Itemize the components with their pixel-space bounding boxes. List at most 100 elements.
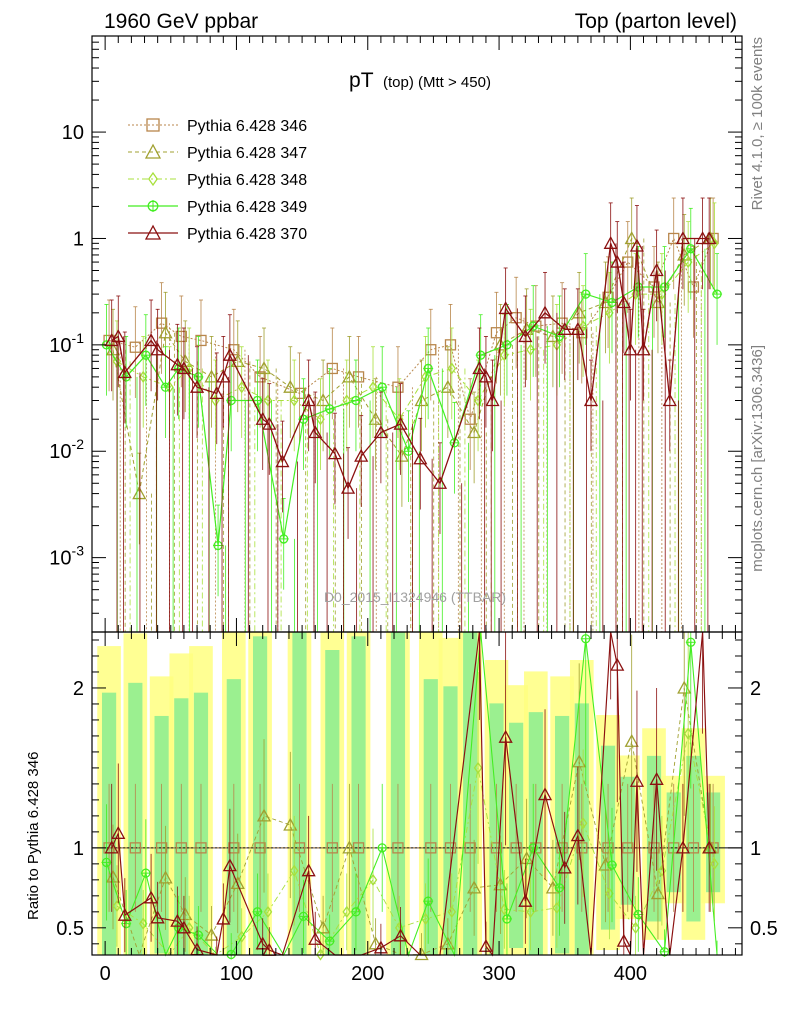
marker-diamond: [316, 948, 325, 961]
marker-triangle: [340, 480, 356, 494]
marker-triangle: [189, 379, 205, 393]
marker-diamond: [289, 394, 299, 407]
marker-square: [444, 339, 457, 351]
marker-triangle: [472, 361, 487, 375]
marker-diamond: [447, 362, 457, 375]
legend: Pythia 6.428 346 Pythia 6.428 347 Pythia 6…: [128, 118, 307, 243]
marker-triangle: [111, 329, 126, 343]
marker-diamond: [710, 237, 719, 250]
legend-label: Pythia 6.428 347: [187, 145, 307, 162]
marker-diamond: [112, 899, 122, 913]
marker-triangle: [624, 733, 639, 747]
marker-triangle: [675, 840, 691, 854]
plot-title-sub: (top) (Mtt > 450): [383, 74, 491, 91]
series-5: [104, 197, 717, 632]
legend-entry: Pythia 6.428 370: [128, 224, 307, 243]
series-layer: [101, 197, 723, 961]
marker-triangle: [467, 425, 482, 439]
marker-triangle: [467, 880, 482, 894]
marker-triangle: [144, 224, 162, 240]
marker-triangle: [650, 295, 666, 309]
header-left: 1960 GeV ppbar: [104, 10, 258, 33]
y-tick-label: 10-2: [49, 436, 84, 463]
ratio-line: [116, 733, 715, 956]
marker-triangle: [702, 840, 717, 854]
marker-triangle: [176, 361, 192, 375]
ratio-uncertainty-bands: [97, 632, 725, 955]
side-label-bottom: mcplots.cern.ch [arXiv:1306.3436]: [749, 345, 766, 572]
marker-triangle: [440, 936, 455, 950]
y-tick-label: 1: [73, 228, 84, 250]
ratio-y-tick-label-left: 1: [73, 838, 84, 860]
marker-triangle: [485, 393, 500, 407]
marker-triangle: [413, 451, 428, 465]
marker-triangle: [649, 263, 664, 277]
marker-diamond: [578, 817, 588, 830]
y-tick-label-exp: -1: [72, 330, 85, 346]
marker-triangle: [117, 907, 132, 921]
marker-triangle: [178, 907, 193, 921]
ratio-panel-frame: [91, 631, 743, 956]
marker-triangle: [308, 425, 323, 439]
marker-triangle: [373, 425, 388, 439]
marker-triangle: [518, 329, 533, 343]
plot-title-main: pT: [349, 69, 374, 92]
marker-triangle: [176, 920, 192, 934]
marker-triangle: [158, 325, 173, 339]
marker-square: [254, 371, 266, 383]
series-2: [105, 197, 718, 632]
marker-triangle: [557, 321, 572, 335]
marker-square: [668, 232, 680, 245]
marker-triangle: [144, 143, 162, 159]
marker-triangle: [308, 931, 323, 945]
marker-diamond: [473, 761, 483, 775]
marker-triangle: [610, 254, 625, 268]
legend-label: Pythia 6.428 370: [187, 226, 307, 243]
marker-triangle: [158, 870, 173, 884]
x-tick-label: 300: [482, 963, 515, 985]
marker-triangle: [623, 342, 638, 356]
x-tick-label: 100: [220, 963, 253, 985]
series-line: [112, 237, 711, 494]
watermark: D0_2015_I1324946 (TTBAR): [324, 589, 506, 605]
plot-frames: [91, 35, 743, 956]
plot-title: pT (top) (Mtt > 450): [349, 69, 491, 92]
marker-triangle: [275, 454, 290, 468]
marker-triangle: [662, 393, 677, 407]
marker-triangle: [342, 840, 357, 854]
marker-triangle: [204, 927, 219, 941]
marker-diamond: [148, 171, 158, 187]
marker-triangle: [557, 860, 572, 874]
marker-square: [464, 413, 476, 425]
marker-triangle: [222, 347, 237, 361]
marker-triangle: [583, 393, 599, 407]
marker-triangle: [393, 416, 408, 430]
marker-triangle: [603, 235, 618, 249]
series-line: [116, 242, 715, 421]
marker-triangle: [178, 353, 193, 367]
marker-triangle: [702, 231, 717, 245]
marker-triangle: [537, 305, 553, 319]
marker-square: [352, 371, 365, 383]
marker-triangle: [616, 933, 631, 947]
marker-diamond: [710, 857, 719, 870]
marker-triangle: [256, 361, 272, 375]
marker-diamond: [368, 873, 378, 886]
marker-triangle: [262, 416, 277, 430]
marker-triangle: [209, 386, 224, 400]
ratio-y-tick-label-right: 2: [750, 678, 761, 700]
legend-label: Pythia 6.428 349: [187, 199, 307, 216]
marker-triangle: [518, 893, 533, 907]
marker-diamond: [263, 905, 273, 918]
marker-triangle: [150, 342, 165, 356]
ratio-y-tick-label-right: 1: [750, 838, 761, 860]
marker-diamond: [657, 864, 667, 877]
marker-triangle: [283, 817, 298, 831]
marker-triangle: [132, 486, 147, 500]
marker-square: [129, 341, 141, 353]
marker-triangle: [301, 393, 316, 407]
marker-triangle: [204, 369, 219, 383]
marker-triangle: [104, 333, 119, 347]
marker-triangle: [636, 342, 651, 356]
